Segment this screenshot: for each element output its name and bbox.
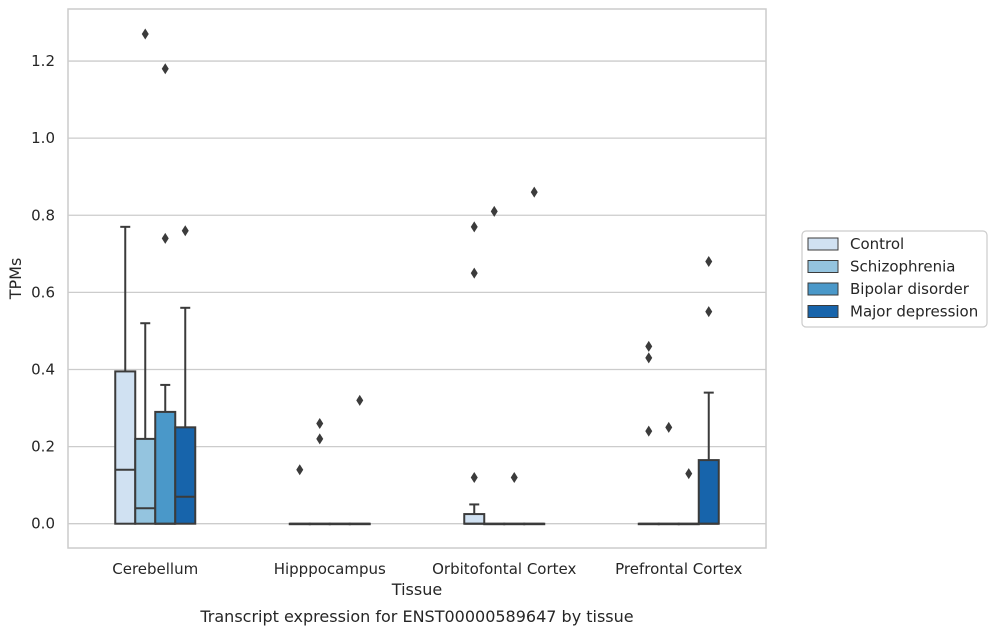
y-tick-label: 0.8 [31,206,55,224]
box-bipolar-disorder [328,522,351,526]
outlier-point [645,340,653,352]
y-tick-label: 1.2 [31,52,55,70]
legend-entry: Schizophrenia [850,258,955,276]
x-tick-label: Prefrontal Cortex [615,560,742,578]
box-major-depression [174,225,197,525]
legend-entry: Bipolar disorder [850,280,970,298]
y-tick-label: 0.2 [31,438,55,456]
outlier-point [530,186,538,198]
legend: Control Schizophrenia Bipolar disorder Majo… [801,230,988,328]
box-control [463,221,486,525]
y-tick-labels: 0.0 0.2 0.4 0.6 0.8 1.0 1.2 [31,52,55,533]
outlier-point [316,433,324,445]
y-tick-label: 0.4 [31,360,55,378]
chart-caption: Transcript expression for ENST0000058964… [199,607,633,626]
y-tick-label: 0.6 [31,283,55,301]
x-tick-label: Orbitofontal Cortex [432,560,576,578]
box-major-depression [348,394,371,526]
legend-swatch [807,260,839,273]
box-layer [114,28,720,526]
outlier-point [510,471,518,483]
legend-entry: Major depression [850,303,978,321]
outlier-point [705,306,713,318]
outlier-point [356,394,364,406]
outlier-point [470,471,478,483]
legend-swatch [807,237,839,251]
outlier-point [490,205,498,217]
box-iqr [463,513,486,525]
outlier-point [296,464,304,476]
box-control [114,225,137,525]
legend-swatch [807,305,839,318]
legend-frame [801,230,988,328]
outlier-point [665,421,673,433]
outlier-point [141,28,149,40]
outlier-point [685,468,693,480]
box-bipolar-disorder [154,63,177,525]
outlier-point [316,417,324,429]
legend-swatch [807,282,839,296]
box-control [288,464,311,526]
outlier-point [161,63,169,75]
box-iqr [697,459,720,525]
outlier-point [470,221,478,233]
plot-frame [67,8,767,549]
x-axis-label: Tissue [391,580,442,599]
box-iqr [134,437,157,525]
outlier-point [181,225,189,237]
box-iqr [174,426,197,525]
box-bipolar-disorder [503,471,526,526]
x-tick-labels: Cerebellum Hipppocampus Orbitofontal Corte… [112,560,742,578]
y-axis-label: TPMs [6,258,25,301]
box-schizophrenia [308,417,331,526]
outlier-point [470,267,478,279]
y-tick-label: 1.0 [31,129,55,147]
outlier-point [161,232,169,244]
box-major-depression [523,186,546,526]
box-iqr [154,410,177,525]
box-iqr [114,370,137,525]
box-major-depression [697,256,720,525]
x-tick-label: Cerebellum [112,560,198,578]
box-schizophrenia [134,28,157,525]
outlier-point [705,256,713,268]
x-tick-label: Hipppocampus [274,560,386,578]
y-tick-label: 0.0 [31,515,55,533]
outlier-point [645,352,653,364]
legend-entry: Control [850,235,904,253]
box-schizophrenia [483,205,506,526]
box-schizophrenia [657,421,680,526]
box-control [637,340,660,526]
box-bipolar-disorder [677,468,700,526]
outlier-point [645,425,653,437]
